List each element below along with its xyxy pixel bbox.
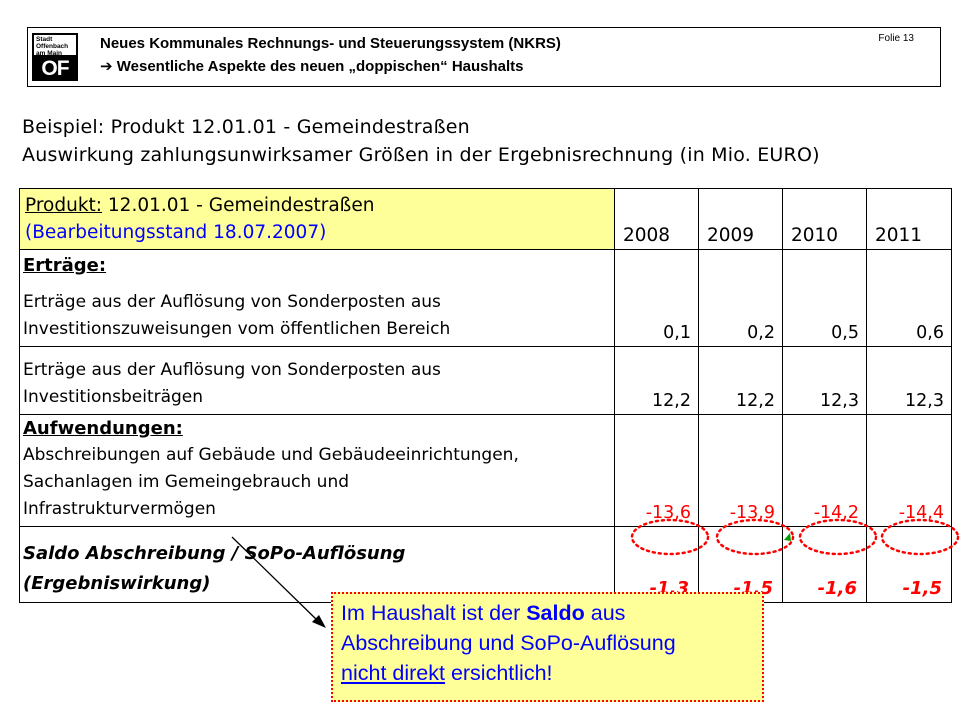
row-label-line: Sachanlagen im Gemeingebrauch und xyxy=(23,472,350,492)
saldo-value: -1,5 xyxy=(866,526,952,603)
status-line: (Bearbeitungsstand 18.07.2007) xyxy=(25,222,327,243)
header-subtitle: ➔ Wesentliche Aspekte des neuen „doppisc… xyxy=(100,57,524,75)
callout-underline: nicht direkt xyxy=(341,661,445,685)
callout-bold: Saldo xyxy=(526,601,585,625)
value-cell: -14,2 xyxy=(782,414,867,527)
header-title: Neues Kommunales Rechnungs- und Steuerun… xyxy=(100,35,561,52)
header-subtitle-text: Wesentliche Aspekte des neuen „doppische… xyxy=(116,58,524,75)
value-cell: 0,1 xyxy=(614,249,699,347)
heading-example: Beispiel: Produkt 12.01.01 - Gemeindestr… xyxy=(22,116,470,138)
value-cell: -13,6 xyxy=(614,414,699,527)
row-label-line: Erträge aus der Auflösung von Sonderpost… xyxy=(23,360,441,380)
arrow-icon: ➔ xyxy=(100,58,113,75)
row-label-line: Abschreibungen auf Gebäude und Gebäudeei… xyxy=(23,445,519,465)
value-cell: 12,2 xyxy=(698,346,783,415)
callout-line: Abschreibung und SoPo-Auflösung xyxy=(341,631,676,655)
value-cell: 12,3 xyxy=(782,346,867,415)
saldo-label-line: (Ergebniswirkung) xyxy=(23,573,211,594)
year-cell: 2009 xyxy=(698,188,783,250)
callout-box: Im Haushalt ist der Saldo aus Abschreibu… xyxy=(331,592,764,702)
product-line: Produkt: 12.01.01 - Gemeindestraßen xyxy=(25,192,609,219)
ertraege-heading: Erträge: xyxy=(23,255,107,276)
value-cell: -13,9 xyxy=(698,414,783,527)
value-cell: 12,3 xyxy=(866,346,952,415)
product-table: Produkt: 12.01.01 - Gemeindestraßen (Bea… xyxy=(19,188,952,603)
value-cell: 0,5 xyxy=(782,249,867,347)
callout-text: Im Haushalt ist der xyxy=(341,601,527,625)
row-label: Erträge aus der Auflösung von Sonderpost… xyxy=(19,346,615,415)
saldo-label-line: Saldo Abschreibung / SoPo-Auflösung xyxy=(23,543,406,564)
year-cell: 2011 xyxy=(866,188,952,250)
callout-text: ersichtlich! xyxy=(444,661,553,685)
saldo-value: -1,6 xyxy=(782,526,867,603)
row-label-line: Investitionsbeiträgen xyxy=(23,387,204,407)
value-cell: 0,6 xyxy=(866,249,952,347)
arrowhead-icon xyxy=(312,615,326,628)
value-cell: -14,4 xyxy=(866,414,952,527)
value-cell: 0,2 xyxy=(698,249,783,347)
logo-text-top: Stadt Offenbach am Main xyxy=(32,33,78,57)
slide-number: Folie 13 xyxy=(878,33,914,44)
year-cell: 2010 xyxy=(782,188,867,250)
table-header-row: Produkt: 12.01.01 - Gemeindestraßen (Bea… xyxy=(19,188,952,250)
row-label: Aufwendungen: Abschreibungen auf Gebäude… xyxy=(19,414,615,527)
table-row: Erträge aus der Auflösung von Sonderpost… xyxy=(19,346,952,415)
heading-description: Auswirkung zahlungsunwirksamer Größen in… xyxy=(22,144,820,166)
aufwendungen-heading: Aufwendungen: xyxy=(23,418,183,439)
callout-line: Im Haushalt ist der Saldo aus xyxy=(341,598,762,628)
row-label: Erträge: Erträge aus der Auflösung von S… xyxy=(19,249,615,347)
logo-text-bottom: OF xyxy=(32,57,78,81)
callout-text: aus xyxy=(584,601,626,625)
callout-line: nicht direkt ersichtlich! xyxy=(341,658,762,688)
product-name: 12.01.01 - Gemeindestraßen xyxy=(102,195,375,216)
city-logo: Stadt Offenbach am Main OF xyxy=(32,33,78,81)
row-label-line: Investitionszuweisungen vom öffentlichen… xyxy=(23,319,451,339)
row-label-line: Erträge aus der Auflösung von Sonderpost… xyxy=(23,292,441,312)
year-cell: 2008 xyxy=(614,188,699,250)
table-row: Erträge: Erträge aus der Auflösung von S… xyxy=(19,249,952,347)
slide-header: Stadt Offenbach am Main OF Neues Kommuna… xyxy=(27,27,941,87)
value-cell: 12,2 xyxy=(614,346,699,415)
product-cell: Produkt: 12.01.01 - Gemeindestraßen (Bea… xyxy=(19,188,615,250)
product-prefix: Produkt: xyxy=(25,195,103,216)
table-row: Aufwendungen: Abschreibungen auf Gebäude… xyxy=(19,414,952,527)
row-label-line: Infrastrukturvermögen xyxy=(23,499,216,519)
